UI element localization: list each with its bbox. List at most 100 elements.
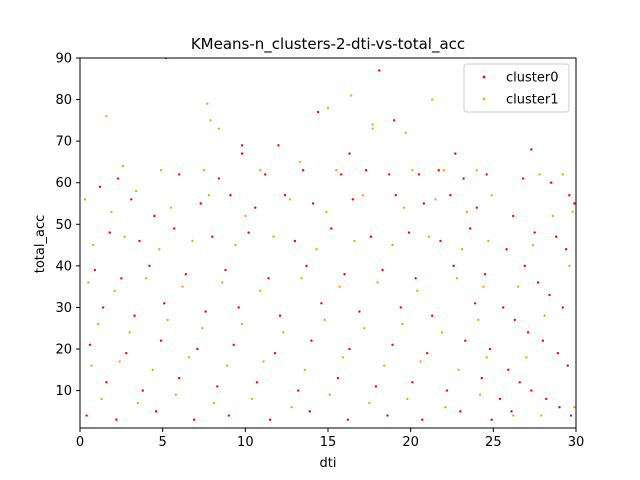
data-point-cluster0-40 [566,364,569,367]
data-point-cluster0-96 [88,343,92,347]
data-point-cluster0-125 [308,410,312,413]
data-point-cluster0-112 [255,381,259,384]
data-point-cluster0-23 [550,181,553,184]
data-point-cluster0-27 [533,231,536,234]
data-point-cluster1-84 [262,360,265,363]
data-point-cluster1-61 [259,289,262,293]
data-point-cluster0-24 [568,193,571,197]
data-point-cluster0-17 [387,173,391,176]
data-point-cluster1-68 [96,322,100,326]
data-point-cluster1-62 [300,277,303,280]
data-point-cluster1-11 [159,169,163,172]
data-point-cluster1-32 [110,210,113,214]
data-point-cluster0-89 [237,306,240,309]
data-point-cluster0-114 [336,376,340,380]
data-point-cluster1-58 [144,277,148,280]
legend-label-cluster0: cluster0 [506,71,558,86]
legend-box [463,63,570,113]
data-point-cluster1-80 [118,360,121,363]
data-point-cluster0-83 [452,264,455,268]
y-axis-label: total_acc [33,215,48,274]
data-point-cluster0-48 [510,410,513,413]
data-point-cluster0-49 [98,185,102,189]
data-point-cluster1-23 [531,243,535,247]
data-point-cluster1-76 [401,322,404,326]
data-point-cluster0-81 [381,268,384,272]
data-point-cluster0-28 [554,235,558,238]
data-point-cluster0-130 [490,418,493,421]
data-point-cluster0-66 [247,231,250,234]
data-point-cluster0-118 [480,376,483,380]
data-point-cluster1-59 [181,285,184,288]
data-point-cluster0-86 [133,314,136,317]
data-point-cluster0-100 [232,343,235,347]
plot-area [80,58,576,428]
data-point-cluster0-111 [216,385,219,388]
data-point-cluster1-45 [123,235,126,238]
data-point-cluster0-58 [394,193,397,197]
x-tick-label: 15 [320,435,337,450]
data-point-cluster0-51 [153,214,156,218]
data-point-cluster1-85 [303,368,307,371]
data-point-cluster0-43 [530,389,533,392]
data-point-cluster1-53 [427,235,431,238]
data-point-cluster0-79 [305,264,308,268]
data-point-cluster0-123 [227,414,230,417]
data-point-cluster0-88 [204,310,207,313]
data-point-cluster0-5 [316,110,320,114]
data-point-cluster0-63 [138,239,141,243]
data-point-cluster0-78 [267,277,270,280]
data-point-cluster0-92 [358,310,361,313]
y-tick-label: 70 [55,135,72,150]
data-point-cluster1-10 [121,164,125,168]
data-point-cluster0-126 [346,418,350,421]
data-point-cluster0-101 [273,351,277,355]
data-point-cluster0-56 [311,202,315,205]
data-point-cluster1-4 [326,106,330,110]
data-point-cluster1-56 [87,281,90,284]
data-point-cluster1-9 [430,98,434,101]
data-point-cluster0-62 [108,231,111,234]
data-point-cluster0-16 [364,169,368,172]
data-point-cluster0-115 [374,385,378,388]
data-point-cluster1-78 [477,318,480,322]
data-point-cluster1-49 [272,235,275,238]
legend-marker-cluster1 [482,97,486,101]
data-point-cluster0-95 [473,302,477,305]
data-point-cluster1-65 [416,289,419,293]
data-point-cluster1-90 [485,356,488,359]
data-point-cluster1-73 [282,331,285,334]
data-point-cluster1-89 [457,368,460,371]
data-point-cluster1-40 [402,206,406,209]
data-point-cluster0-124 [268,418,272,421]
data-point-cluster1-87 [383,364,386,367]
x-tick-label: 20 [402,435,419,450]
y-tick-label: 60 [55,176,72,191]
data-point-cluster0-109 [141,389,145,392]
data-point-cluster0-4 [240,152,244,155]
data-point-cluster1-12 [202,169,206,172]
data-point-cluster1-72 [240,322,244,326]
data-point-cluster1-57 [113,289,116,293]
data-point-cluster0-64 [173,227,176,230]
x-axis-label: dti [320,456,337,471]
data-point-cluster1-29 [511,414,515,417]
data-point-cluster0-18 [417,173,421,176]
data-point-cluster1-83 [225,364,229,367]
data-point-cluster0-129 [459,410,462,413]
data-point-cluster0-71 [439,239,442,243]
plot-frame [79,57,577,429]
x-tick-label: 30 [568,435,585,450]
data-point-cluster1-38 [325,210,328,214]
data-point-cluster1-55 [487,239,490,243]
series-cluster0 [85,58,576,421]
data-point-cluster0-116 [411,381,414,384]
data-point-cluster0-127 [386,414,389,417]
data-point-cluster0-53 [229,193,232,197]
data-point-cluster0-82 [414,277,417,280]
data-point-cluster1-54 [460,248,464,251]
data-point-cluster1-21 [551,214,555,218]
data-point-cluster0-97 [125,351,128,355]
data-point-cluster0-84 [483,272,487,276]
data-point-cluster0-39 [556,351,560,355]
